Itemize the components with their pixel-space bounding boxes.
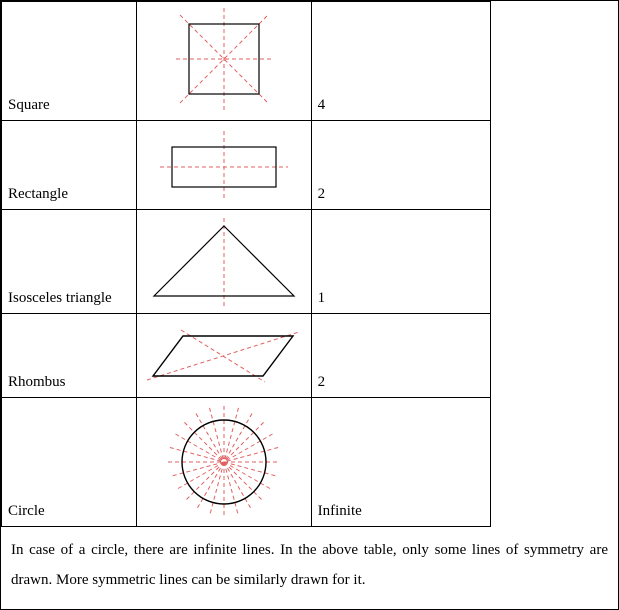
shape-figure-cell	[136, 314, 311, 398]
shape-figure-cell	[136, 398, 311, 527]
symmetry-count-cell: Infinite	[311, 398, 490, 527]
shape-name-cell: Isosceles triangle	[2, 210, 137, 314]
table-row: Isosceles triangle 1	[2, 210, 491, 314]
shape-figure-cell	[136, 2, 311, 121]
shape-name-cell: Rhombus	[2, 314, 137, 398]
document-frame: Square4Rectangle2Isosceles triangle1Rhom…	[0, 0, 619, 610]
symmetry-count-cell: 2	[311, 121, 490, 210]
table-row: Square 4	[2, 2, 491, 121]
shape-name-cell: Rectangle	[2, 121, 137, 210]
shape-name-cell: Square	[2, 2, 137, 121]
shape-figure-cell	[136, 210, 311, 314]
symmetry-count-cell: 4	[311, 2, 490, 121]
shape-name-cell: Circle	[2, 398, 137, 527]
symmetry-count-cell: 2	[311, 314, 490, 398]
shape-figure-cell	[136, 121, 311, 210]
symmetry-count-cell: 1	[311, 210, 490, 314]
symmetry-table: Square4Rectangle2Isosceles triangle1Rhom…	[1, 1, 491, 527]
table-row: Rectangle 2	[2, 121, 491, 210]
table-row: Circle Infinite	[2, 398, 491, 527]
table-row: Rhombus 2	[2, 314, 491, 398]
